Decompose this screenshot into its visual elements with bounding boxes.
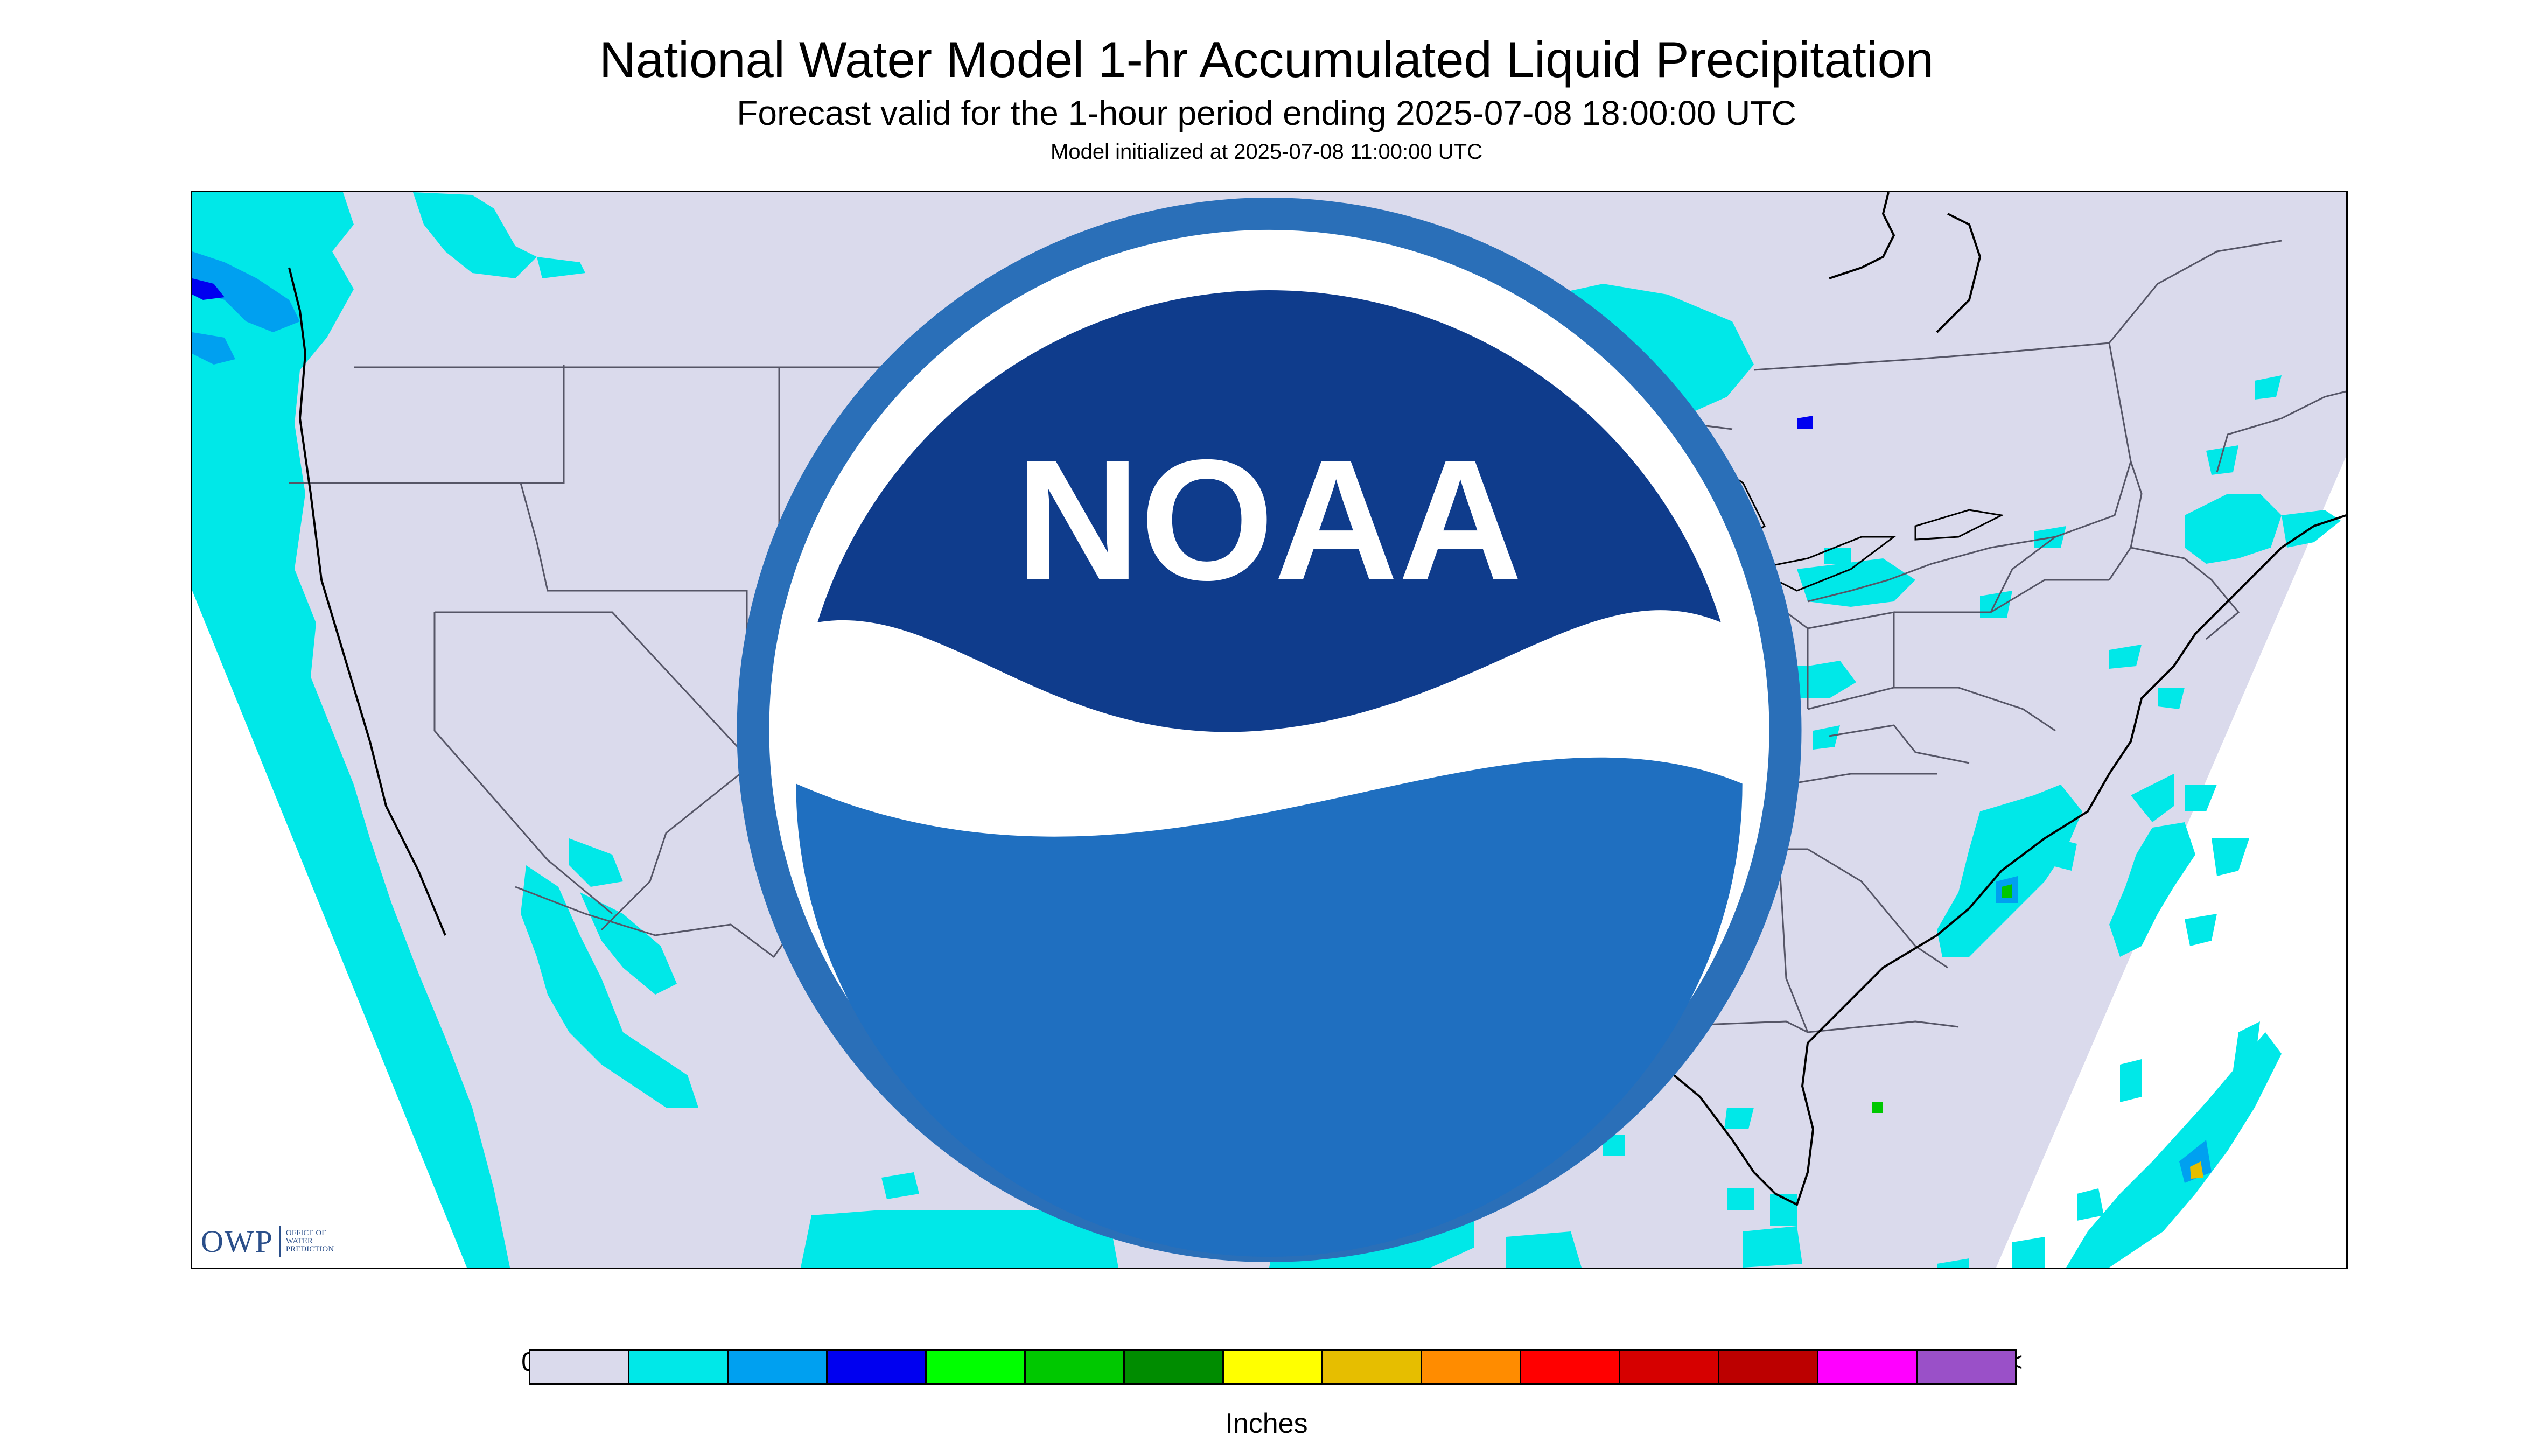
legend-swatch	[1918, 1351, 2015, 1383]
owp-logo-mark: OWP	[201, 1224, 274, 1259]
legend-swatch	[629, 1351, 729, 1383]
owp-logo-text: OFFICE OF WATER PREDICTION	[286, 1229, 334, 1254]
owp-logo: OWP OFFICE OF WATER PREDICTION	[201, 1223, 334, 1259]
owp-logo-line3: PREDICTION	[285, 1245, 334, 1254]
legend-swatch	[729, 1351, 828, 1383]
legend-swatch	[1719, 1351, 1818, 1383]
legend-swatch	[1620, 1351, 1719, 1383]
owp-logo-line2: WATER	[285, 1237, 313, 1245]
legend-swatch	[1521, 1351, 1620, 1383]
legend-units: Inches	[1225, 1408, 1308, 1439]
owp-logo-divider	[278, 1226, 281, 1257]
chart-subtitle: Forecast valid for the 1-hour period end…	[737, 94, 1796, 132]
legend-swatch	[1818, 1351, 1918, 1383]
legend-swatch	[1125, 1351, 1224, 1383]
chart-title: National Water Model 1-hr Accumulated Li…	[599, 31, 1934, 88]
init-time: Model initialized at 2025-07-08 11:00:00…	[1051, 140, 1482, 164]
legend-color-bar	[529, 1349, 2017, 1385]
owp-logo-line1: OFFICE OF	[285, 1229, 326, 1237]
legend-swatch	[828, 1351, 927, 1383]
legend-swatch	[1323, 1351, 1422, 1383]
legend-swatch	[530, 1351, 629, 1383]
noaa-logo-icon: NOAA	[737, 197, 1802, 1263]
legend-swatch	[1422, 1351, 1521, 1383]
noaa-logo-text: NOAA	[1016, 424, 1523, 616]
precipitation-map: OWP OFFICE OF WATER PREDICTION NOAA	[191, 191, 2348, 1269]
legend-swatch	[1026, 1351, 1125, 1383]
legend-swatch	[1224, 1351, 1323, 1383]
legend-swatch	[927, 1351, 1026, 1383]
